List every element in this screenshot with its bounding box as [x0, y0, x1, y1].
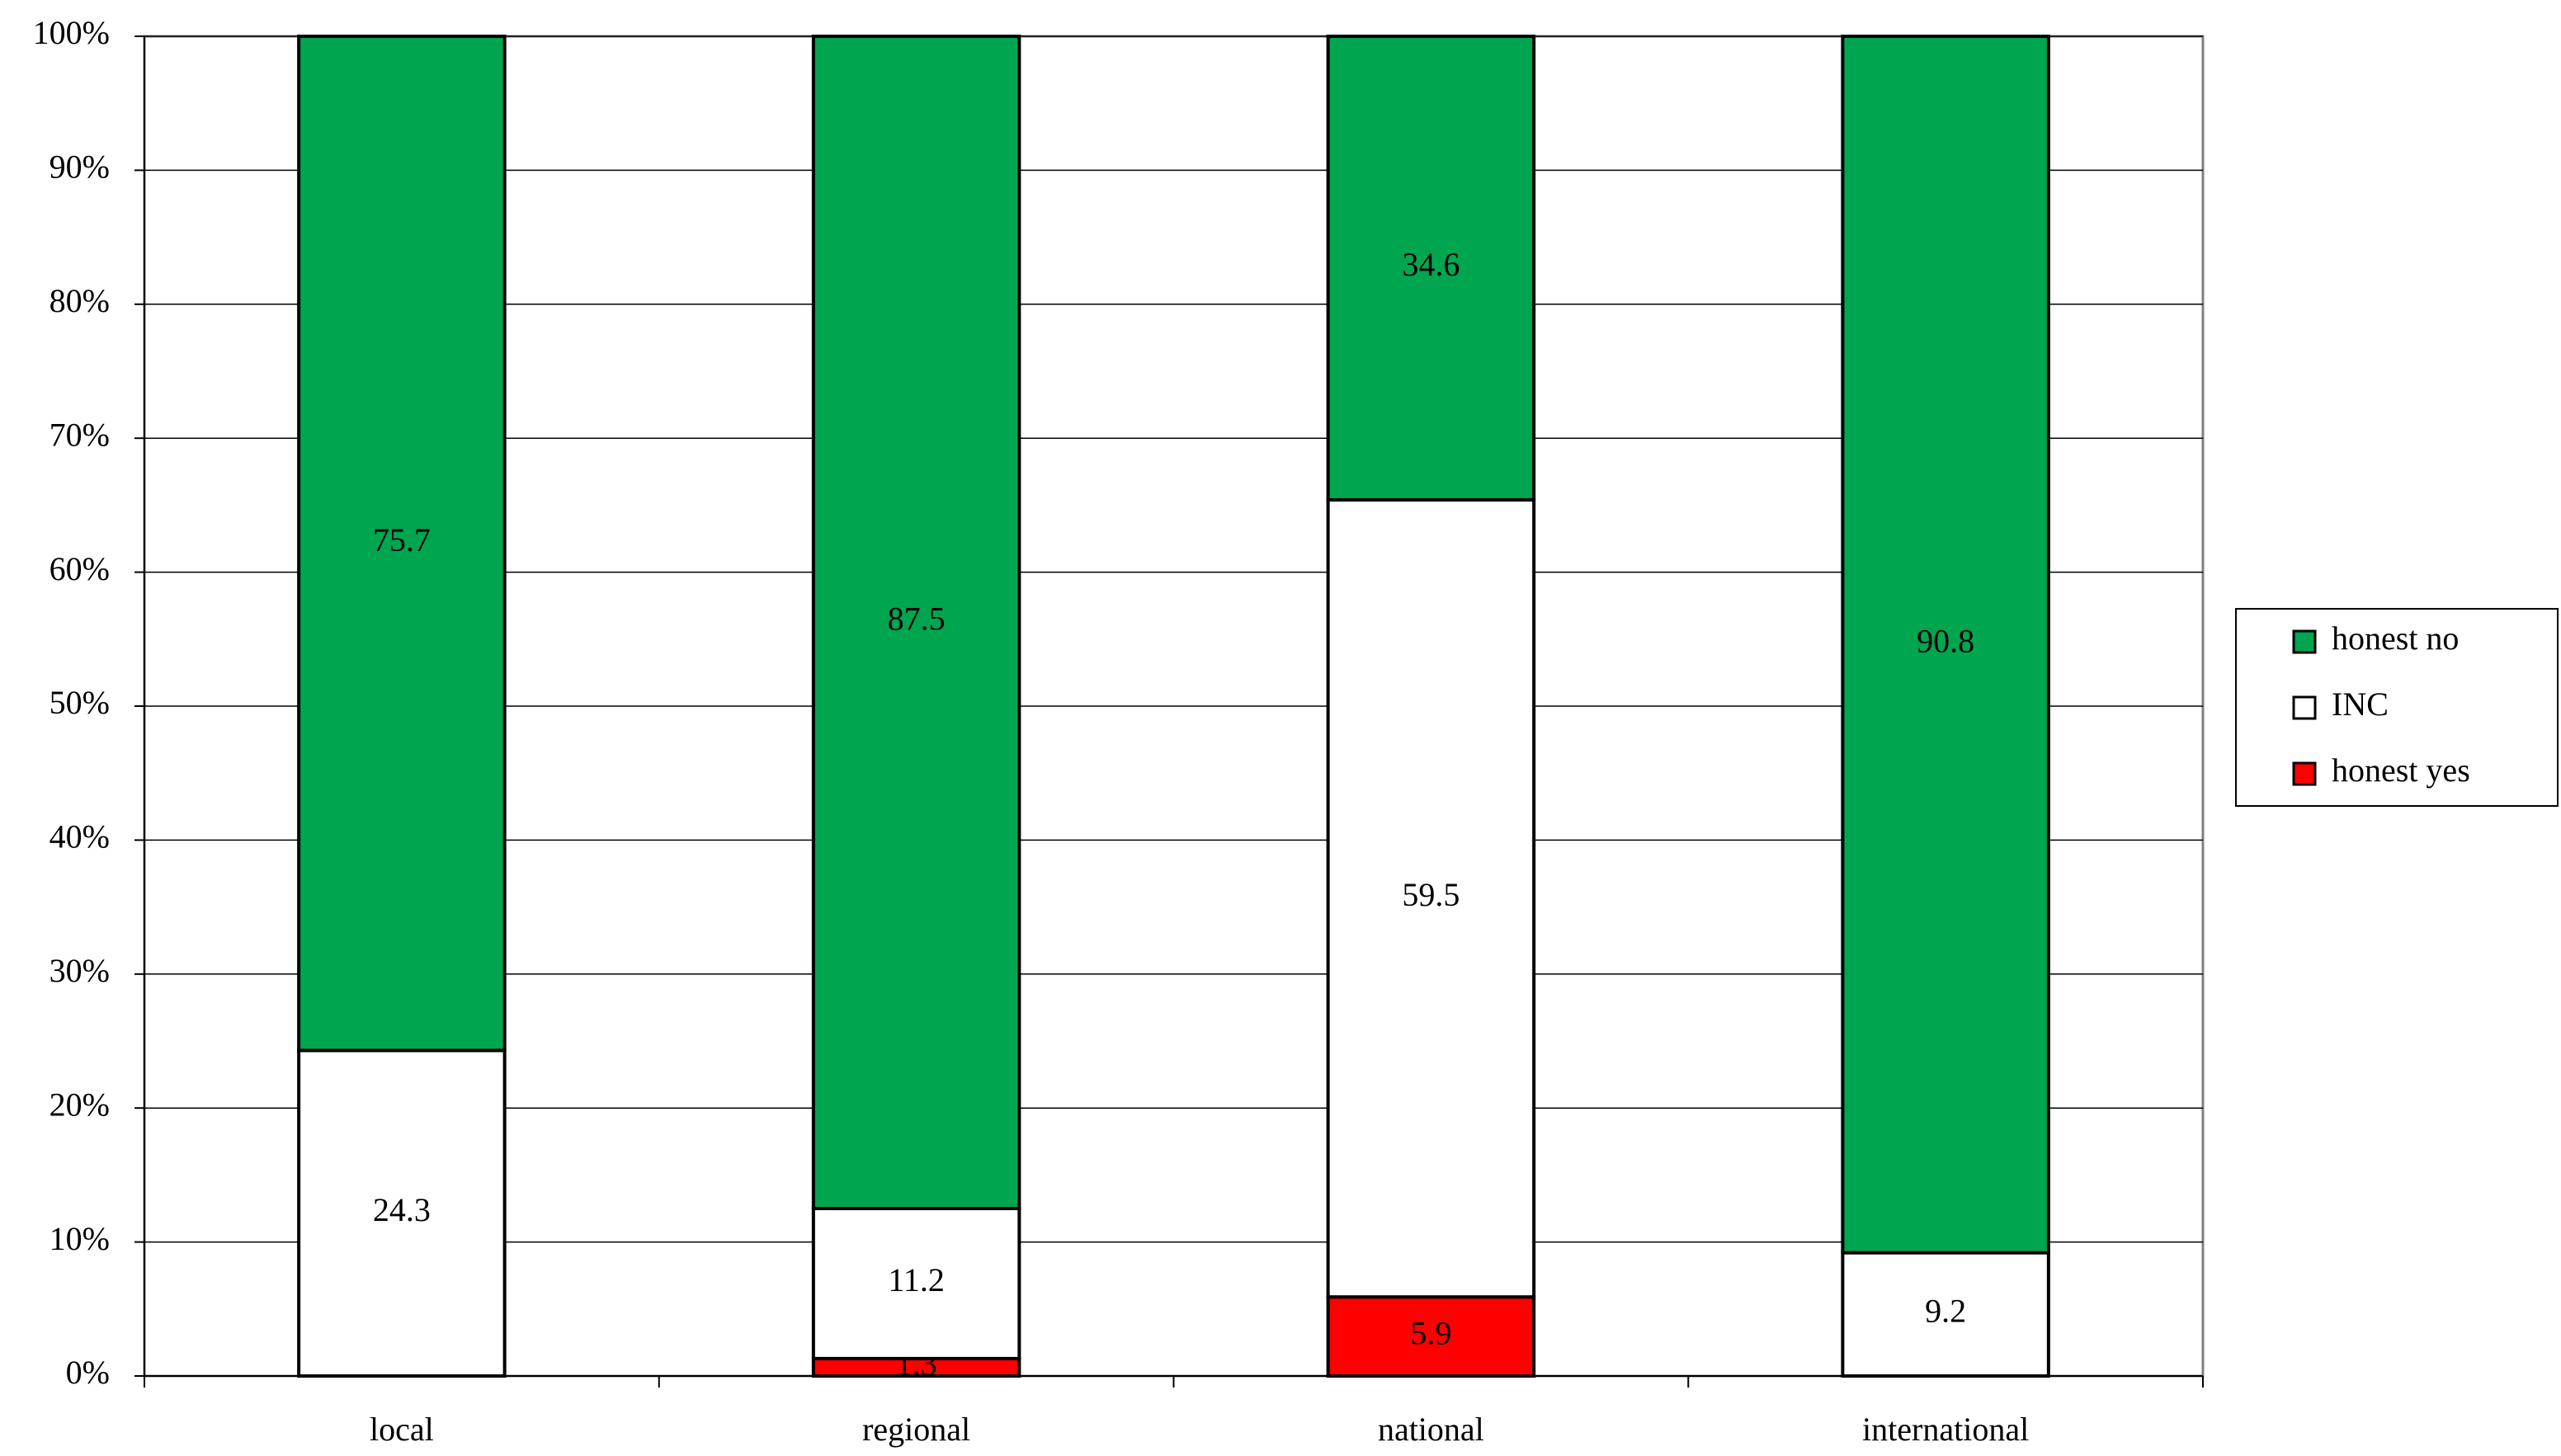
legend-swatch [2292, 695, 2317, 720]
y-tick-label: 50% [50, 684, 110, 721]
x-tick-label: local [370, 1411, 434, 1448]
y-tick-label: 40% [50, 818, 110, 855]
data-label: 59.5 [1402, 876, 1460, 913]
y-tick-label: 0% [66, 1354, 110, 1391]
legend-label: INC [2332, 686, 2389, 723]
y-tick-label: 30% [50, 952, 110, 989]
bar-segment [1326, 35, 1536, 502]
data-label: 34.6 [1402, 246, 1460, 283]
bar-segment [297, 35, 507, 1053]
bar-segment [1326, 497, 1536, 1299]
x-tick-label: national [1378, 1411, 1484, 1448]
bar-segment [1841, 1251, 2050, 1378]
y-tick-label: 80% [50, 282, 110, 319]
legend-box [2235, 608, 2559, 807]
x-tick-label: regional [862, 1411, 970, 1448]
y-tick-label: 70% [50, 416, 110, 453]
y-tick-label: 60% [50, 550, 110, 587]
bar-segment [297, 1048, 507, 1378]
data-label: 5.9 [1410, 1314, 1451, 1351]
legend-swatch [2292, 629, 2317, 654]
legend-label: honest no [2332, 620, 2459, 657]
bar-segment [1841, 35, 2050, 1255]
y-tick-label: 10% [50, 1220, 110, 1257]
bar-segment [1326, 1295, 1536, 1378]
y-tick-label: 20% [50, 1086, 110, 1123]
y-tick-label: 90% [50, 148, 110, 186]
data-label: 87.5 [888, 601, 946, 638]
data-label: 9.2 [1925, 1292, 1966, 1329]
legend-swatch [2292, 761, 2317, 786]
data-label: 90.8 [1917, 622, 1974, 659]
data-label: 11.2 [888, 1261, 945, 1298]
data-label: 75.7 [373, 521, 431, 558]
y-tick-label: 100% [33, 14, 110, 51]
data-label: 24.3 [373, 1191, 431, 1228]
legend-label: honest yes [2332, 752, 2470, 789]
x-tick-label: international [1862, 1411, 2029, 1448]
bar-segment [811, 1207, 1021, 1360]
bar-segment [811, 35, 1021, 1210]
